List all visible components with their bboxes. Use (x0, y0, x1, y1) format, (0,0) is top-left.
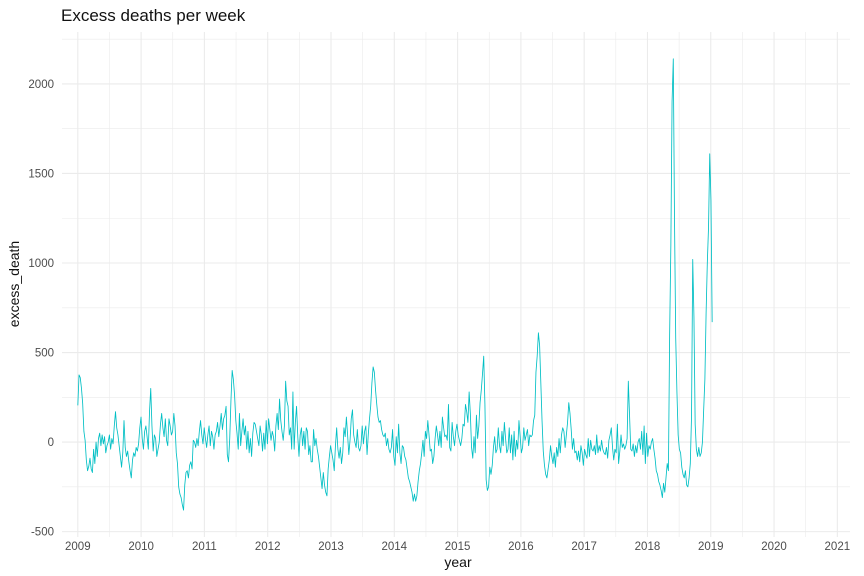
y-axis-title: excess_death (6, 241, 22, 327)
x-tick-label: 2019 (698, 541, 724, 553)
x-tick-label: 2014 (381, 541, 407, 553)
y-tick-label: -500 (31, 527, 54, 539)
x-tick-label: 2015 (445, 541, 471, 553)
y-tick-label: 2000 (28, 79, 54, 91)
x-tick-label: 2020 (761, 541, 787, 553)
y-tick-label: 0 (48, 437, 54, 449)
x-axis-title: year (444, 554, 472, 570)
x-tick-label: 2010 (128, 541, 154, 553)
x-tick-label: 2021 (825, 541, 851, 553)
x-tick-label: 2009 (65, 541, 91, 553)
y-tick-label: 500 (35, 348, 54, 360)
x-tick-label: 2017 (571, 541, 597, 553)
x-tick-label: 2012 (255, 541, 281, 553)
x-tick-label: 2011 (192, 541, 217, 553)
x-axis-ticks: 2009 2010 2011 2012 2013 2014 2015 2016 2017 2018… (65, 541, 850, 553)
y-tick-label: 1000 (28, 258, 54, 270)
x-tick-label: 2018 (635, 541, 661, 553)
x-tick-label: 2016 (508, 541, 534, 553)
chart-title: Excess deaths per week (61, 6, 246, 25)
y-tick-label: 1500 (28, 168, 54, 180)
excess-death-line (77, 58, 713, 511)
grid (62, 32, 850, 537)
y-axis-ticks: -500 0 500 1000 1500 2000 (28, 79, 54, 539)
x-tick-label: 2013 (318, 541, 344, 553)
